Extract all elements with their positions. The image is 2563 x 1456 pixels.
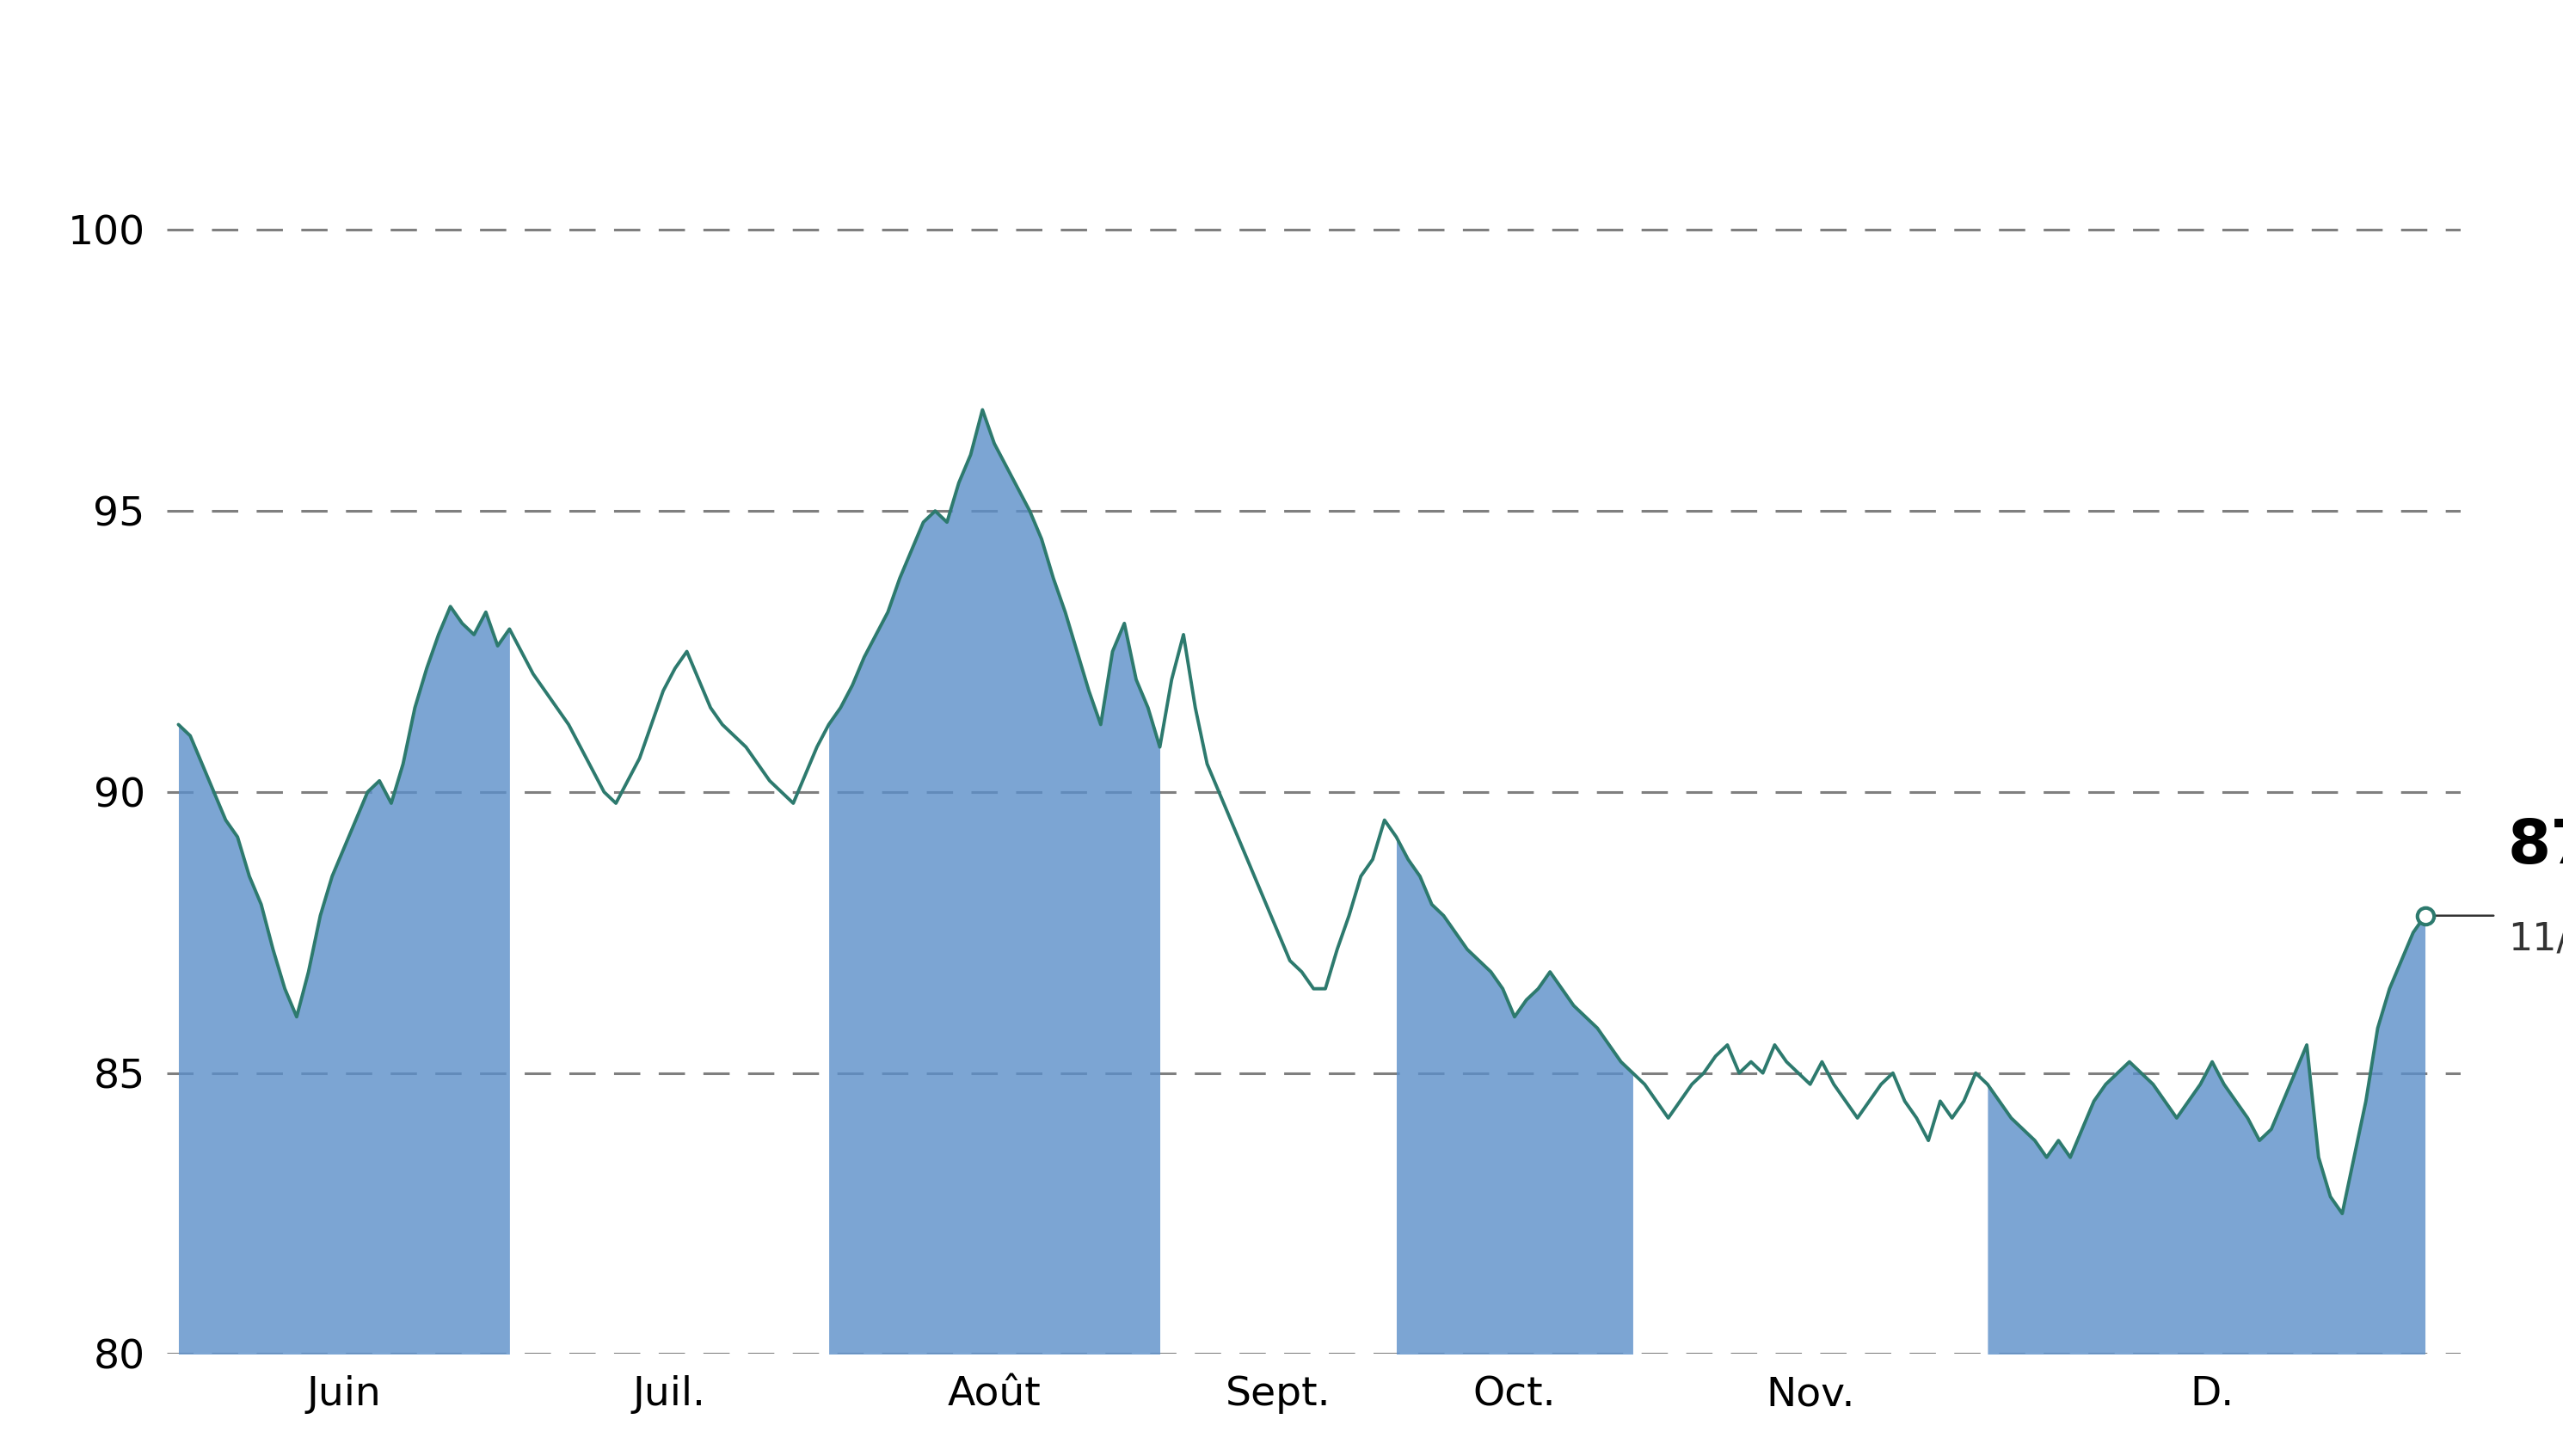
Text: 11/12: 11/12 [2507, 922, 2563, 958]
Text: EIFFAGE: EIFFAGE [1074, 16, 1489, 103]
Text: 87,80: 87,80 [2507, 817, 2563, 877]
